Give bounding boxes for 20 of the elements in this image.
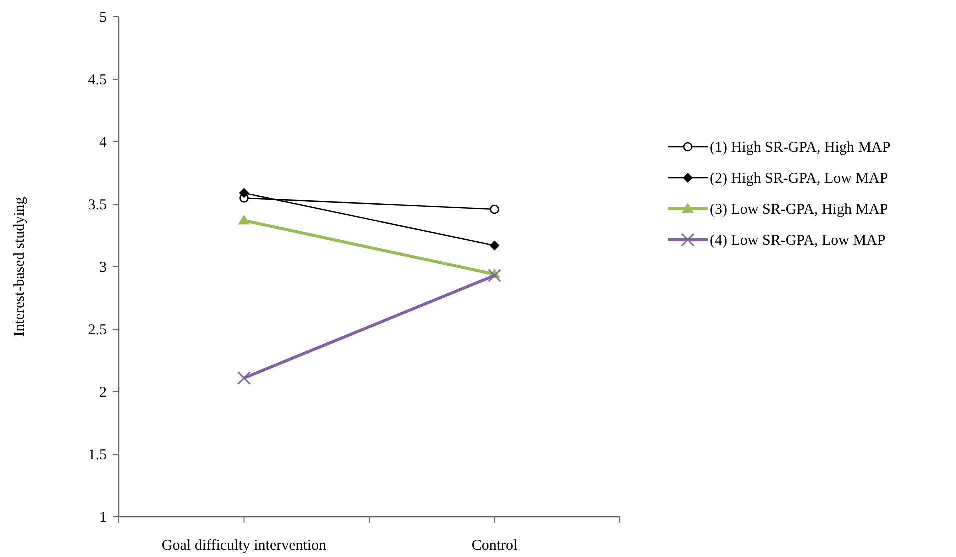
x-tick-label: Control	[472, 538, 518, 554]
point	[490, 204, 500, 214]
y-tick-label: 3.5	[88, 198, 107, 214]
point	[238, 372, 251, 385]
y-tick-label: 5	[100, 10, 107, 26]
y-axis-title: Interest-based studying	[12, 196, 28, 337]
y-tick-label: 3	[100, 260, 107, 276]
x-tick-label: Goal difficulty intervention	[162, 538, 328, 554]
y-tick-label: 2.5	[88, 322, 107, 338]
point	[490, 240, 500, 251]
legend-label: (3) Low SR-GPA, High MAP	[710, 202, 888, 218]
y-tick-label: 4	[100, 135, 108, 151]
y-tick-label: 1	[100, 510, 107, 526]
legend-label: (2) High SR-GPA, Low MAP	[710, 171, 888, 187]
point	[239, 188, 250, 198]
legend-label: (1) High SR-GPA, High MAP	[710, 140, 891, 156]
legend-label: (4) Low SR-GPA, Low MAP	[710, 233, 886, 249]
y-tick-label: 2	[100, 385, 107, 401]
y-tick-label: 4.5	[88, 72, 107, 88]
y-tick-label: 1.5	[88, 448, 107, 464]
